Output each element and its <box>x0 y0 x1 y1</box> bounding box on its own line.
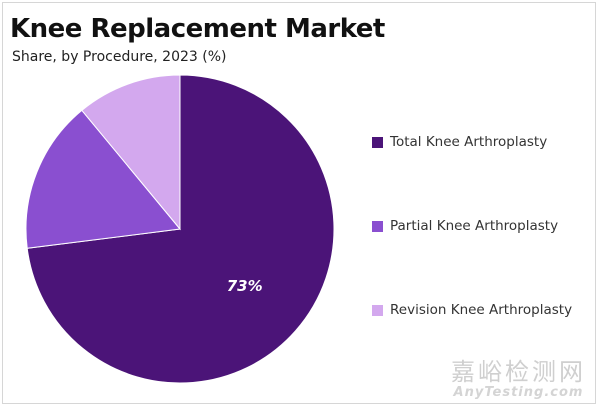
watermark-chinese: 嘉峪检测网 <box>451 358 586 386</box>
pie-slice-partial-knee-arthroplasty <box>25 109 181 249</box>
pie-data-label: 73% <box>227 277 263 295</box>
legend-label-partial-knee: Partial Knee Arthroplasty <box>390 218 559 234</box>
pie-slice-revision-knee-arthroplasty <box>81 74 181 231</box>
chart-title: Knee Replacement Market <box>10 14 385 44</box>
legend-swatch-total-knee <box>372 136 383 148</box>
legend-label-total-knee: Total Knee Arthroplasty <box>390 134 548 150</box>
watermark: 嘉峪检测网 AnyTesting.com <box>451 359 586 400</box>
chart-subtitle: Share, by Procedure, 2023 (%) <box>12 49 227 65</box>
legend-item-revision-knee: Revision Knee Arthroplasty <box>372 302 572 318</box>
legend-item-total-knee: Total Knee Arthroplasty <box>372 134 547 150</box>
watermark-english: AnyTesting.com <box>453 385 584 400</box>
legend-swatch-partial-knee <box>372 220 383 232</box>
legend-item-partial-knee: Partial Knee Arthroplasty <box>372 218 558 234</box>
legend-label-revision-knee: Revision Knee Arthroplasty <box>390 302 573 318</box>
legend-swatch-revision-knee <box>372 304 383 316</box>
